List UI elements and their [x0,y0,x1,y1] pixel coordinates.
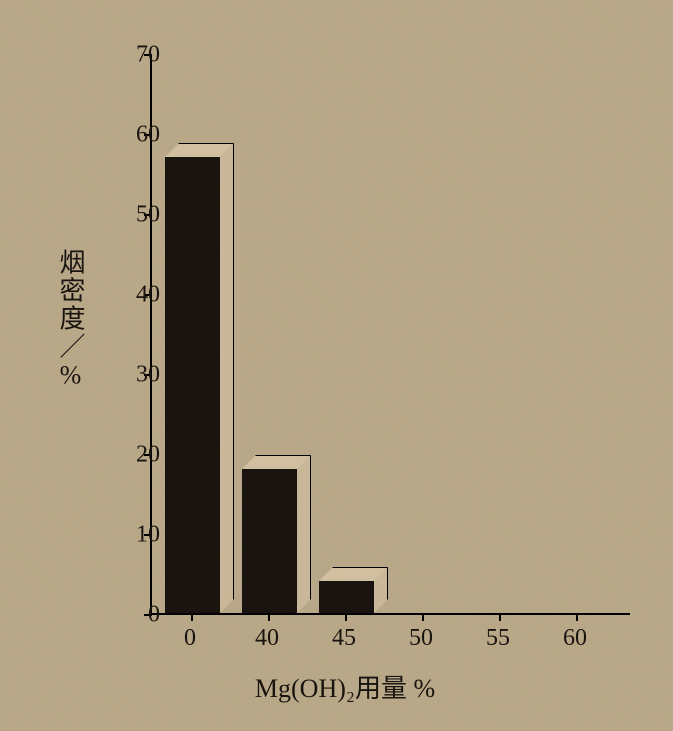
x-tick-label: 55 [486,625,510,652]
x-tick [268,613,270,621]
x-axis-title-text: Mg(OH)₂用量 % [255,674,435,703]
x-tick [191,613,193,621]
x-tick-label: 40 [255,625,279,652]
x-tick-label: 0 [184,625,196,652]
x-tick [422,613,424,621]
x-tick [499,613,501,621]
plot-area [150,55,630,615]
x-axis-title: Mg(OH)₂用量 % [40,668,650,705]
x-tick-label: 50 [409,625,433,652]
y-tick-label: 60 [110,122,160,149]
bar [242,469,297,613]
x-tick [576,613,578,621]
x-tick-label: 60 [563,625,587,652]
bar-side-face [220,143,234,613]
bar-front-face [242,469,297,613]
y-tick-label: 50 [110,202,160,229]
bar-front-face [319,581,374,613]
y-tick-label: 40 [110,282,160,309]
x-tick-label: 45 [332,625,356,652]
bar-front-face [165,157,220,613]
y-tick-label: 30 [110,362,160,389]
y-tick-label: 20 [110,442,160,469]
y-tick-label: 70 [110,42,160,69]
bar [165,157,220,613]
y-axis-title-text: 烟密度／% [56,249,85,392]
chart-container: 烟密度／% Mg(OH)₂用量 % 0 10 20 30 40 50 60 70 0 40 45 50… [40,20,650,710]
bar [319,581,374,613]
y-axis-title: 烟密度／% [52,249,89,392]
bar-side-face [297,455,311,613]
x-tick [345,613,347,621]
y-tick-label: 10 [110,522,160,549]
y-tick-label: 0 [110,602,160,629]
